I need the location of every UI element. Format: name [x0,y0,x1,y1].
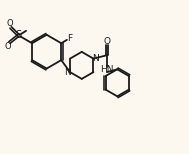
Text: F: F [67,34,72,43]
Text: N: N [92,54,99,63]
Text: HN: HN [100,65,114,74]
Text: O: O [6,19,13,28]
Text: O: O [5,42,11,51]
Text: N: N [64,68,71,77]
Text: O: O [103,37,110,46]
Text: S: S [15,30,22,40]
